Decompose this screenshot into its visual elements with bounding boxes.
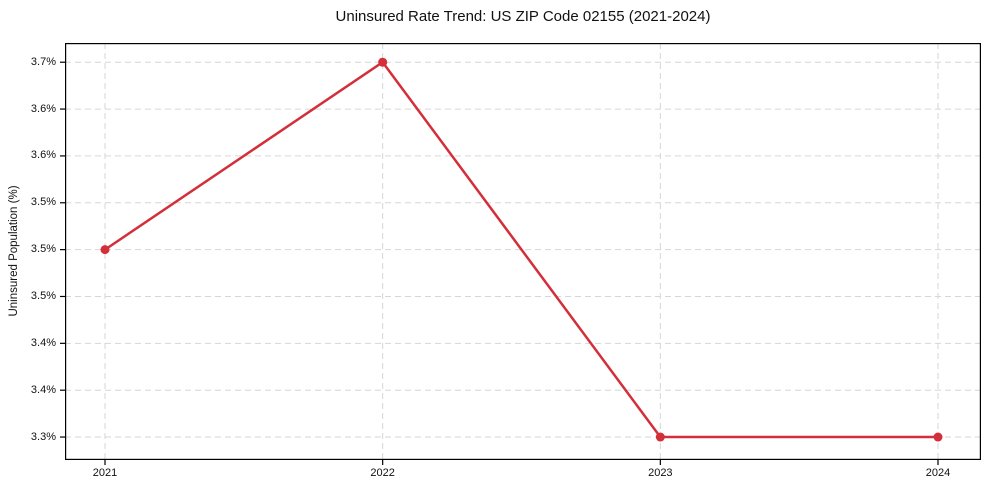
plot-canvas [60,43,981,465]
data-line [103,60,940,439]
data-point-marker [100,245,110,255]
y-tick-label: 3.6% [30,149,56,162]
x-tick-label: 2023 [648,467,673,479]
y-tick-label: 3.5% [30,243,56,256]
data-point-marker [378,57,388,67]
y-tick-label: 3.3% [30,430,56,443]
y-tick-label: 3.5% [30,196,56,209]
y-tick-label: 3.7% [30,55,56,68]
y-tick-label: 3.4% [30,383,56,396]
y-tick-label: 3.5% [30,289,56,302]
y-tick-label: 3.4% [30,336,56,349]
chart-title: Uninsured Rate Trend: US ZIP Code 02155 … [335,8,711,25]
x-tick-label: 2021 [92,467,118,479]
plot-area [60,43,981,465]
data-point-marker [655,432,665,442]
x-tick-label: 2024 [925,467,951,479]
axes-frame [65,43,981,460]
y-tick-label: 3.6% [30,102,56,115]
data-point-marker [933,432,943,442]
x-tick-label: 2022 [370,467,395,479]
